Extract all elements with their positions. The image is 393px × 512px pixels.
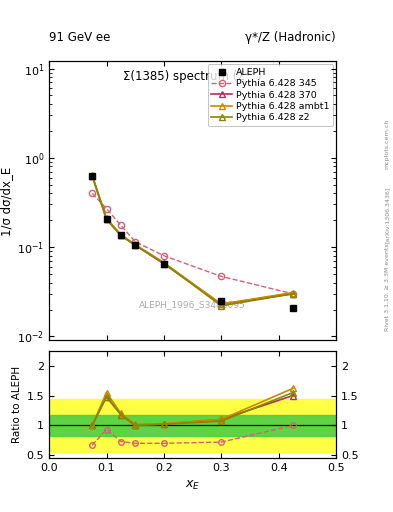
Pythia 6.428 345 <box>133 239 138 245</box>
Pythia 6.428 z2 <box>133 242 138 248</box>
Pythia 6.428 370 <box>133 242 138 248</box>
ALEPH <box>119 232 123 239</box>
Legend: ALEPH, Pythia 6.428 345, Pythia 6.428 370, Pythia 6.428 ambt1, Pythia 6.428 z2: ALEPH, Pythia 6.428 345, Pythia 6.428 37… <box>208 65 333 126</box>
Pythia 6.428 z2 <box>162 260 166 266</box>
Text: mcplots.cern.ch: mcplots.cern.ch <box>385 118 389 168</box>
Pythia 6.428 345 <box>291 291 296 297</box>
Text: ALEPH_1996_S3486095: ALEPH_1996_S3486095 <box>139 300 246 309</box>
Pythia 6.428 z2 <box>104 216 109 222</box>
Pythia 6.428 z2 <box>119 232 123 239</box>
Y-axis label: 1/σ dσ/dx_E: 1/σ dσ/dx_E <box>0 166 13 236</box>
ALEPH <box>219 298 224 304</box>
Pythia 6.428 370 <box>219 301 224 307</box>
Pythia 6.428 ambt1 <box>162 260 166 266</box>
Pythia 6.428 z2 <box>90 173 95 179</box>
Pythia 6.428 370 <box>162 261 166 267</box>
Pythia 6.428 ambt1 <box>90 172 95 178</box>
Pythia 6.428 z2 <box>291 291 296 297</box>
Pythia 6.428 ambt1 <box>104 215 109 221</box>
Pythia 6.428 ambt1 <box>291 289 296 295</box>
Pythia 6.428 z2 <box>219 303 224 309</box>
Pythia 6.428 345 <box>119 222 123 228</box>
Pythia 6.428 345 <box>162 253 166 259</box>
Text: γ*/Z (Hadronic): γ*/Z (Hadronic) <box>245 31 336 44</box>
Line: Pythia 6.428 345: Pythia 6.428 345 <box>89 190 296 297</box>
ALEPH <box>162 261 166 267</box>
Pythia 6.428 370 <box>104 216 109 222</box>
Pythia 6.428 370 <box>291 291 296 297</box>
Line: ALEPH: ALEPH <box>89 173 296 311</box>
Line: Pythia 6.428 370: Pythia 6.428 370 <box>89 173 296 307</box>
Pythia 6.428 ambt1 <box>133 241 138 247</box>
Pythia 6.428 ambt1 <box>119 231 123 238</box>
Line: Pythia 6.428 z2: Pythia 6.428 z2 <box>89 173 296 309</box>
ALEPH <box>291 305 296 311</box>
ALEPH <box>104 216 109 222</box>
Pythia 6.428 ambt1 <box>219 301 224 307</box>
ALEPH <box>133 242 138 248</box>
Line: Pythia 6.428 ambt1: Pythia 6.428 ambt1 <box>89 172 296 307</box>
Pythia 6.428 345 <box>219 273 224 280</box>
Text: Σ(1385) spectrum (Σ⁺⁻): Σ(1385) spectrum (Σ⁺⁻) <box>123 70 262 83</box>
Y-axis label: Ratio to ALEPH: Ratio to ALEPH <box>13 366 22 443</box>
Pythia 6.428 370 <box>90 173 95 179</box>
Text: Rivet 3.1.10, ≥ 3.3M events: Rivet 3.1.10, ≥ 3.3M events <box>385 243 389 331</box>
Pythia 6.428 345 <box>90 190 95 197</box>
X-axis label: $x_E$: $x_E$ <box>185 479 200 492</box>
ALEPH <box>90 173 95 179</box>
Text: 91 GeV ee: 91 GeV ee <box>49 31 110 44</box>
Text: [arXiv:1306.3436]: [arXiv:1306.3436] <box>385 187 389 243</box>
Bar <box>49 415 336 436</box>
Pythia 6.428 345 <box>104 205 109 211</box>
Bar <box>49 398 336 452</box>
Pythia 6.428 370 <box>119 232 123 239</box>
